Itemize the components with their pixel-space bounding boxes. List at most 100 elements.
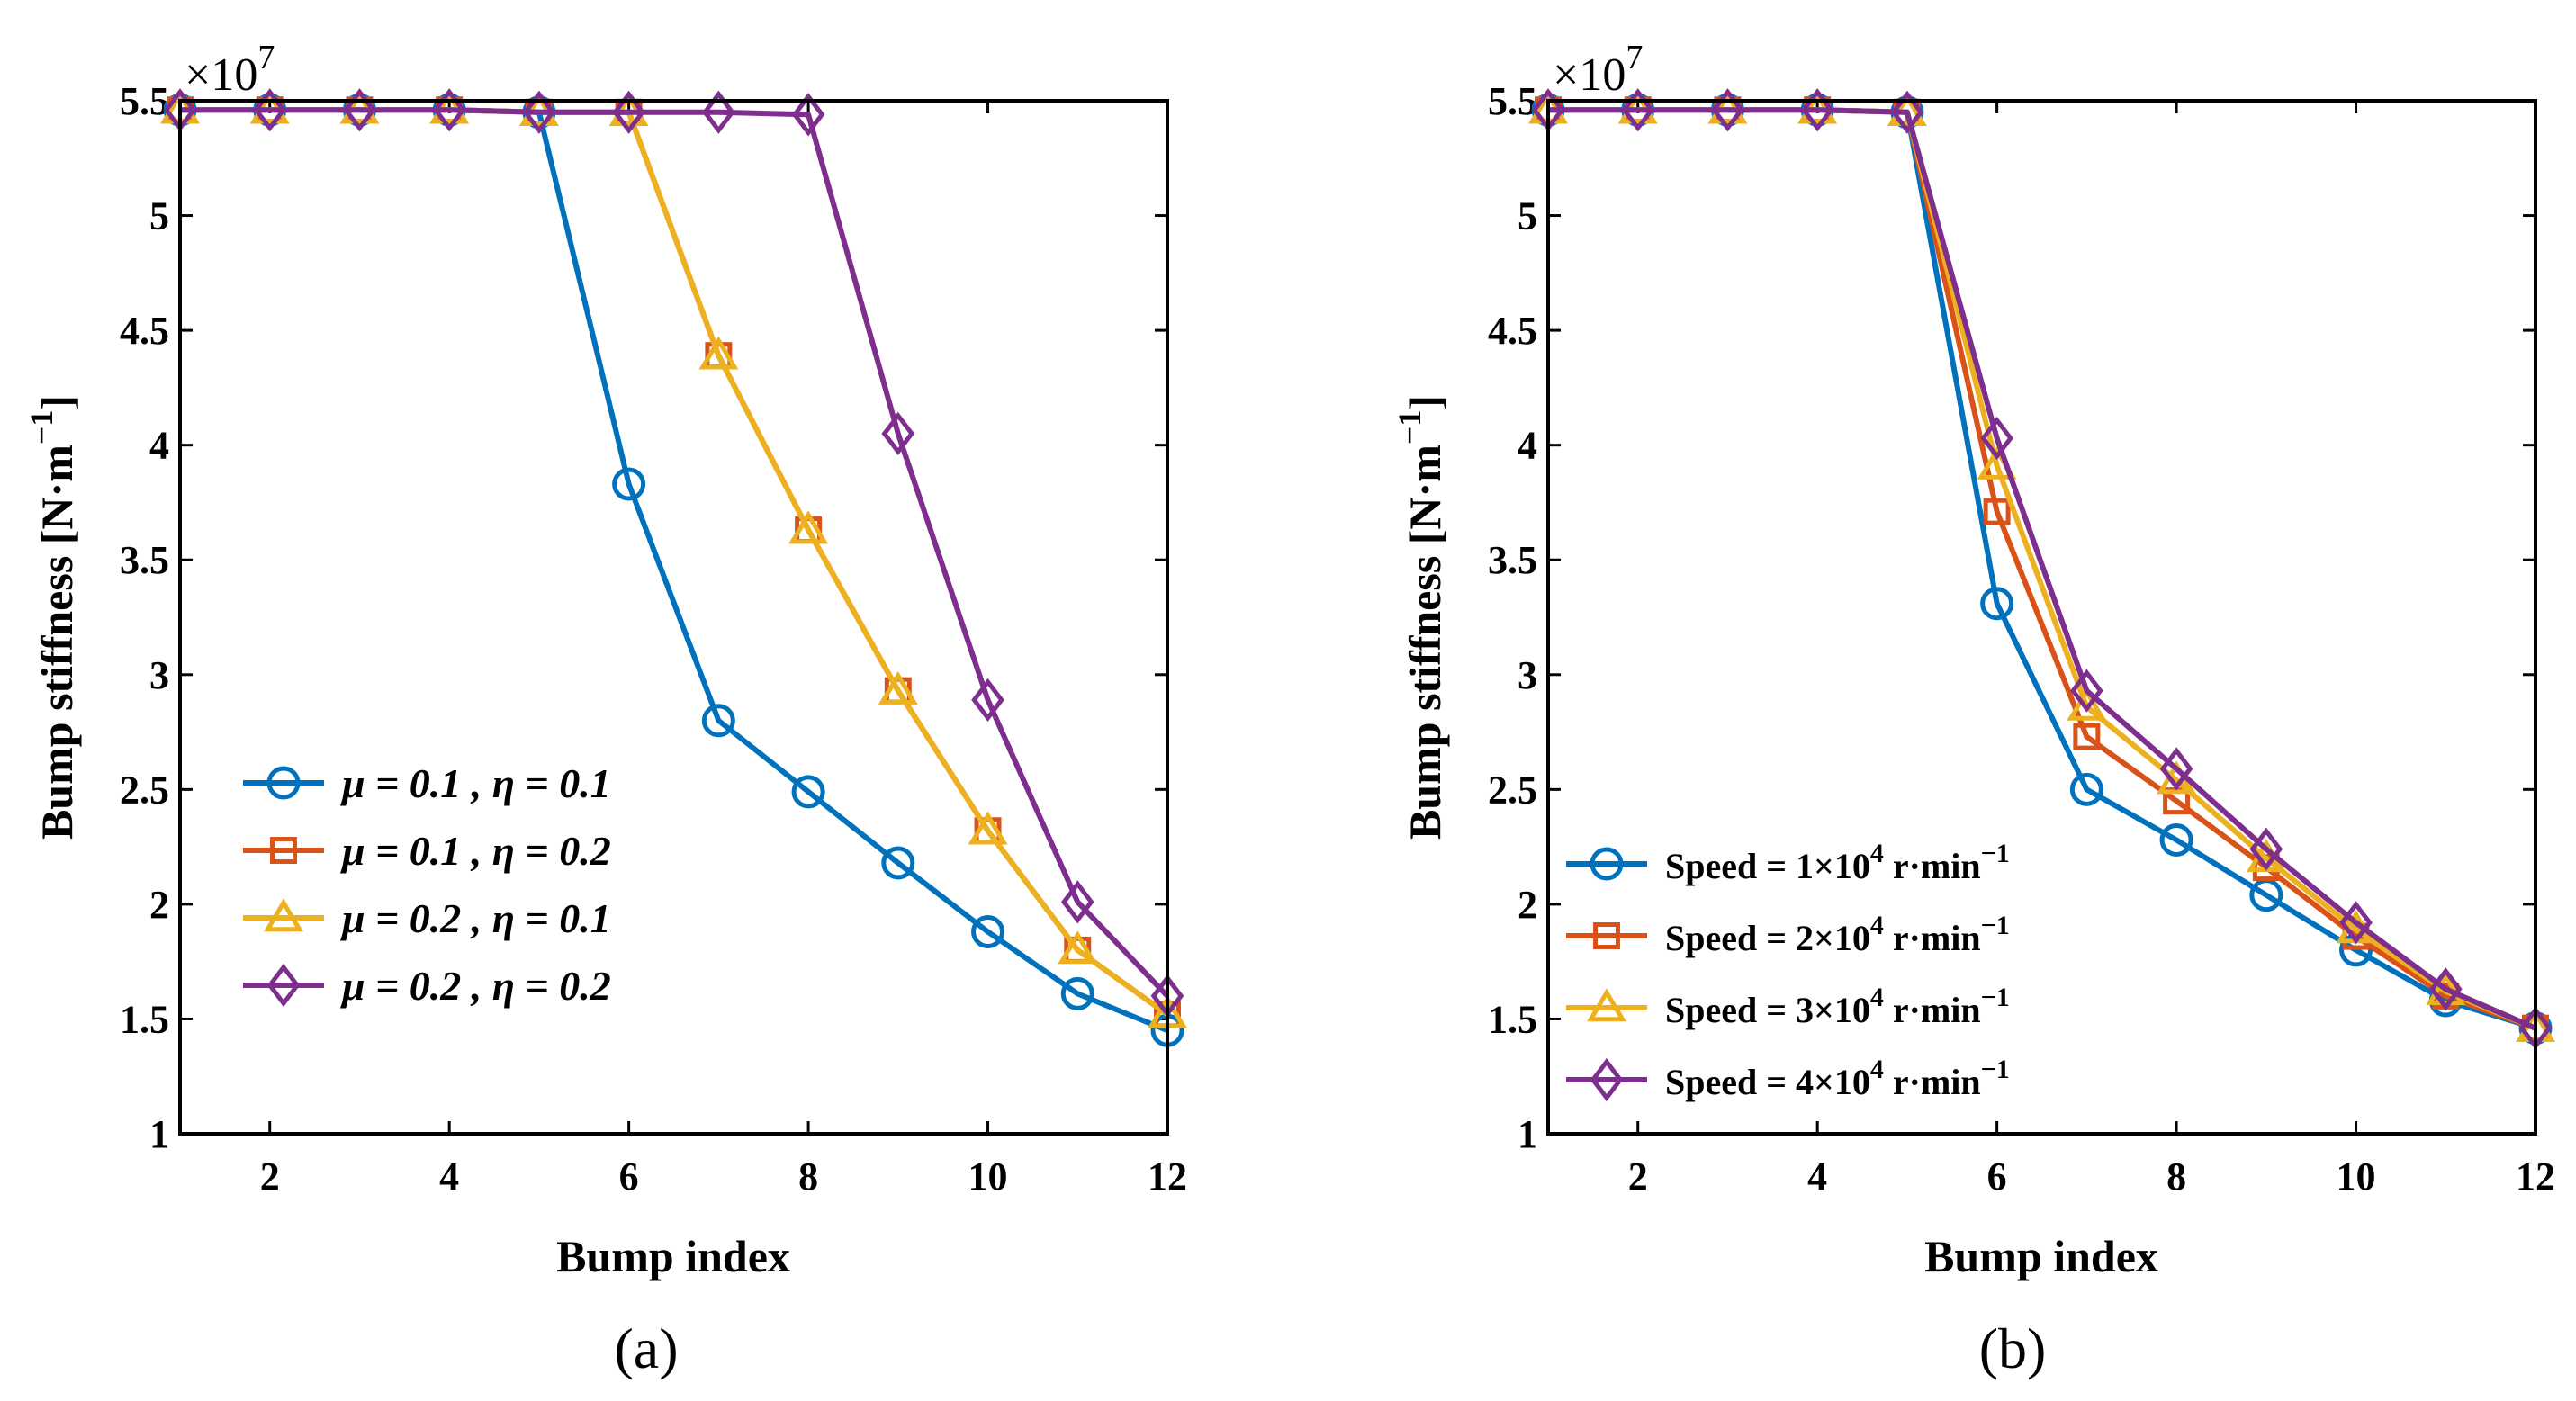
panel-a-series-3-point-7 <box>791 93 825 137</box>
panel-b-legend-label-0: Speed = 1×104 r·min−1 <box>1665 839 2010 886</box>
panel-a-legend-label-0: μ = 0.1 , η = 0.1 <box>340 760 611 806</box>
panel-b-legend-label-2: Speed = 3×104 r·min−1 <box>1665 983 2010 1030</box>
panel-b-ytick-label-1: 1.5 <box>1488 997 1537 1041</box>
panel-a-series-0-point-5 <box>612 467 646 501</box>
panel-a-ytick-label-3: 2.5 <box>120 768 169 812</box>
panel-a-axes-frame <box>178 99 1169 1136</box>
panel-b-series-0-point-5 <box>1980 587 2014 621</box>
panel-a-series-3-point-10 <box>1060 880 1094 924</box>
panel-b-xtick-label-4: 10 <box>2337 1154 2376 1199</box>
panel-a-series-0-point-8 <box>881 846 915 880</box>
panel-a-legend-marker-2 <box>264 898 303 932</box>
panel-a-xtick-label-4: 10 <box>968 1154 1008 1199</box>
panel-a-series <box>160 88 1187 1047</box>
panel-a-series-3-point-3 <box>432 88 466 132</box>
panel-b-series-2-point-6 <box>2067 687 2107 721</box>
panel-b-ytick-label-0: 1 <box>1518 1112 1537 1156</box>
panel-b-series-3-point-5 <box>1980 416 2013 461</box>
panel-a-x-axis-label: Bump index <box>556 1231 790 1281</box>
panel-b-legend-marker-3 <box>1590 1057 1624 1102</box>
panel-b-legend-marker-0 <box>1590 847 1624 881</box>
panel-b-label: (b) <box>1979 1316 2047 1380</box>
panel-b-legend-marker-1 <box>1593 922 1620 949</box>
panel-b-series-3-point-4 <box>1890 90 1924 134</box>
panel-a-xtick-label-3: 8 <box>798 1154 818 1199</box>
panel-b-series-3-point-10 <box>2428 967 2463 1011</box>
panel-b-xtick-label-1: 4 <box>1807 1154 1827 1199</box>
chart-panel-b: 1 1.5 2 2.5 3 3.5 4 4.5 5 5.5 2 4 6 8 10 12 ×107 Bump i… <box>1392 39 2555 1380</box>
panel-b-series-3-point-2 <box>1711 88 1744 132</box>
panel-a-xtick-label-2: 6 <box>619 1154 639 1199</box>
panel-a-ytick-label-5: 3.5 <box>120 538 169 582</box>
panel-b-series-3-point-3 <box>1800 88 1834 132</box>
panel-b-x-axis-label: Bump index <box>1924 1231 2158 1281</box>
panel-a-series-0-point-7 <box>791 775 825 809</box>
panel-a-xtick-label-0: 2 <box>260 1154 280 1199</box>
panel-b-ytick-label-9: 5.5 <box>1488 79 1537 123</box>
panel-a-ytick-label-7: 4.5 <box>120 309 169 353</box>
panel-a-legend-marker-0 <box>266 766 301 800</box>
panel-b-series-3-point-9 <box>2339 901 2373 945</box>
panel-a-series-2-point-7 <box>788 510 829 544</box>
panel-a-xtick-label-5: 12 <box>1148 1154 1187 1199</box>
panel-a-y-axis-label: Bump stiffness [N·m−1] <box>23 395 82 840</box>
panel-b-ticks: 1 1.5 2 2.5 3 3.5 4 4.5 5 5.5 2 4 6 8 10 12 <box>1488 79 2555 1199</box>
panel-a-legend-marker-1 <box>270 837 297 864</box>
panel-a-ytick-label-6: 4 <box>149 424 169 468</box>
panel-a-series-3-point-4 <box>522 90 556 134</box>
panel-a-series-0-point-6 <box>701 704 735 738</box>
panel-b-xtick-label-3: 8 <box>2166 1154 2186 1199</box>
panel-b-y-multiplier: ×107 <box>1553 39 1643 101</box>
panel-a-y-multiplier: ×107 <box>185 39 275 101</box>
panel-a-ytick-label-4: 3 <box>149 653 169 697</box>
panel-b-ytick-label-3: 2.5 <box>1488 768 1537 812</box>
panel-b-legend-label-1: Speed = 2×104 r·min−1 <box>1665 911 2010 958</box>
panel-a-legend-label-1: μ = 0.1 , η = 0.2 <box>340 828 611 874</box>
panel-a-series-0-point-10 <box>1060 976 1094 1010</box>
panel-a-ytick-label-9: 5.5 <box>120 79 169 123</box>
panel-a-ticks: 1 1.5 2 2.5 3 3.5 4 4.5 5 5.5 2 4 6 8 10 12 <box>120 79 1187 1199</box>
panel-a-series-3-point-8 <box>881 411 915 456</box>
panel-a-series-3-point-5 <box>612 90 645 134</box>
panel-a-series-2-point-6 <box>698 336 739 370</box>
panel-b-series-2-point-10 <box>2426 972 2466 1006</box>
panel-a-label: (a) <box>614 1316 678 1380</box>
panel-a-ytick-label-0: 1 <box>149 1112 169 1156</box>
panel-b-ytick-label-6: 4 <box>1518 424 1537 468</box>
panel-b-ytick-label-8: 5 <box>1518 194 1537 238</box>
panel-b-y-axis-label: Bump stiffness [N·m−1] <box>1392 395 1450 840</box>
panel-b-ytick-label-7: 4.5 <box>1488 309 1537 353</box>
panel-a-series-3-point-6 <box>702 90 735 134</box>
panel-a-legend-label-2: μ = 0.2 , η = 0.1 <box>340 895 611 941</box>
panel-b-xtick-label-2: 6 <box>1987 1154 2007 1199</box>
panel-b-series-0-point-6 <box>2069 772 2103 806</box>
panel-b-series-3-point-8 <box>2249 827 2283 871</box>
panel-b-ytick-label-2: 2 <box>1518 883 1537 927</box>
panel-a-series-3-point-9 <box>971 678 1004 722</box>
panel-a-series-3-point-1 <box>253 88 287 132</box>
panel-a-legend-label-3: μ = 0.2 , η = 0.2 <box>340 963 611 1009</box>
panel-a-series-0-point-9 <box>971 915 1005 949</box>
panel-b-series-1-point-6 <box>2073 723 2101 750</box>
panel-b-ytick-label-4: 3 <box>1518 653 1537 697</box>
panel-b-ytick-label-5: 3.5 <box>1488 538 1537 582</box>
panel-b-xtick-label-0: 2 <box>1628 1154 1648 1199</box>
panel-b-series-0-point-7 <box>2159 822 2193 857</box>
panel-a-series-2-point-10 <box>1058 930 1098 965</box>
panel-a-ytick-label-2: 2 <box>149 883 169 927</box>
panel-a-series-3-point-2 <box>343 88 376 132</box>
panel-b-xtick-label-5: 12 <box>2516 1154 2555 1199</box>
panel-b-legend-label-3: Speed = 4×104 r·min−1 <box>1665 1055 2010 1102</box>
chart-panel-a: 1 1.5 2 2.5 3 3.5 4 4.5 5 5.5 2 4 6 8 10 12 ×107 Bump i… <box>23 39 1187 1380</box>
panel-a-series-2-point-9 <box>968 811 1008 845</box>
panel-b-legend-marker-2 <box>1587 988 1626 1022</box>
panel-a-xtick-label-1: 4 <box>439 1154 459 1199</box>
panel-b-legend: Speed = 1×104 r·min−1 Speed = 2×104 r·min… <box>1566 839 2010 1102</box>
panel-a-ytick-label-8: 5 <box>149 194 169 238</box>
panel-a-legend: μ = 0.1 , η = 0.1 μ = 0.1 , η = 0.2 μ = 0.… <box>243 760 611 1009</box>
panel-b-series-1-point-5 <box>1983 498 2011 525</box>
panel-b-axes-frame <box>1546 99 2537 1136</box>
panel-b-series-3-point-6 <box>2070 669 2103 713</box>
